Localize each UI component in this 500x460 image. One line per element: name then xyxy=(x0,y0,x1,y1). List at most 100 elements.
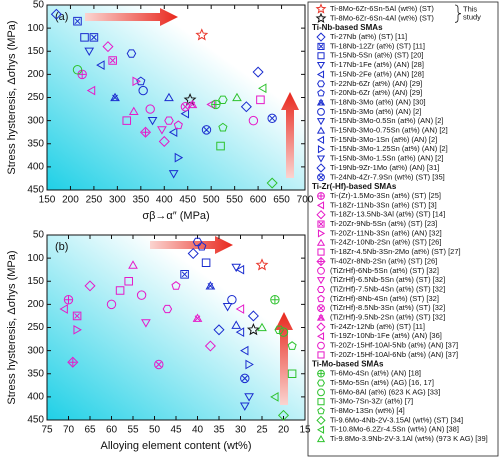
legend-marker xyxy=(316,155,326,163)
legend-label: Ti-15Nb-3Mo (at%) (AN) [2] xyxy=(330,107,421,116)
data-point xyxy=(173,120,183,130)
legend-note: study xyxy=(463,13,481,22)
x-tick-label: 650 xyxy=(273,195,290,206)
data-point xyxy=(240,101,252,113)
data-point xyxy=(139,126,152,138)
data-point xyxy=(126,49,137,58)
x-tick-label: 55 xyxy=(127,425,139,436)
legend-label: Ti-8Mo-13Sn (wt%) [4] xyxy=(330,406,405,415)
legend-marker xyxy=(317,351,325,359)
legend-marker xyxy=(316,32,326,42)
legend-marker xyxy=(317,108,325,116)
legend-label: Ti-19Nb-9Zr-1Mo (at%) (AN) [31] xyxy=(330,163,439,172)
x-tick-label: 250 xyxy=(86,195,103,206)
x-tick-label: 400 xyxy=(156,195,173,206)
data-point xyxy=(132,76,141,87)
data-point xyxy=(240,373,250,384)
y-tick-label: 150 xyxy=(27,276,44,287)
data-point xyxy=(106,299,117,310)
x-tick-label: 700 xyxy=(297,195,314,206)
legend-marker xyxy=(316,118,326,126)
x-tick-label: 550 xyxy=(226,195,243,206)
data-point xyxy=(231,263,242,273)
legend-label: Ti-24Zr-12Nb (at%) (ST) [11] xyxy=(330,322,425,331)
legend-note: This xyxy=(463,5,477,14)
data-point xyxy=(205,281,216,290)
legend-marker xyxy=(315,3,327,14)
legend-label: (TiZrHf)-9.5Nb-2Sn (at%) (ST) [32] xyxy=(330,313,445,322)
legend-label: Ti-20Zr-15Hf-10Al-5Nb (at%) (AN) [37] xyxy=(330,341,458,350)
data-point xyxy=(86,85,96,96)
legend-marker xyxy=(316,238,326,246)
legend-label: Ti-18Nb-12Zr (at%) (ST) [11] xyxy=(330,41,425,50)
data-point xyxy=(73,16,82,26)
legend-marker xyxy=(316,62,326,70)
data-point xyxy=(235,327,245,337)
y-tick-label: 250 xyxy=(27,322,44,333)
legend-marker xyxy=(317,294,325,303)
legend-marker xyxy=(316,322,326,332)
legend-label: Ti-9.8Mo-3.9Nb-2V-3.1Al (wt%) (973 K AG)… xyxy=(330,434,488,443)
x-tick-label: 40 xyxy=(192,425,204,436)
data-point xyxy=(231,320,242,329)
data-point xyxy=(246,323,260,336)
legend-label: Ti-15Nb-2Fe (at%) (AN) [28] xyxy=(330,69,424,78)
data-point xyxy=(154,359,164,370)
data-point xyxy=(122,116,132,125)
legend-label: (TiZrHf)-7.5Nb-4Sn (at%) (ST) [32] xyxy=(330,284,445,293)
legend-marker xyxy=(317,388,325,397)
legend-marker xyxy=(316,435,326,443)
legend-marker xyxy=(317,89,325,97)
plot-background xyxy=(47,5,305,190)
x-axis-label: Alloying element content (wt%) xyxy=(100,440,251,452)
legend-marker xyxy=(316,425,325,434)
legend-group-title: Ti-Zr(-Hf)-based SMAs xyxy=(312,182,397,191)
legend-label: Ti-15Nb-5Sn (at%) (ST) [20] xyxy=(330,51,424,60)
data-point xyxy=(201,125,212,135)
legend-label: (TiZrHf)-8Nb-4Sn (at%) (ST) [32] xyxy=(330,294,439,303)
data-point xyxy=(266,177,278,189)
legend-label: Ti-10.8Mo-6.2Zr-4.5Sn (wt%) (AN) [38] xyxy=(330,425,459,434)
data-point xyxy=(270,295,280,305)
trend-arrow xyxy=(85,8,178,26)
data-point xyxy=(240,345,249,356)
data-point xyxy=(239,402,250,411)
legend-label: (TiZrHf)-8.5Nb-3Sn (at%) (ST) [32] xyxy=(330,303,445,312)
data-point xyxy=(256,95,265,105)
data-point xyxy=(128,260,138,269)
data-point xyxy=(257,83,267,94)
data-point xyxy=(270,392,279,402)
legend-label: Ti-15Nb-3Mo-0.75Sn (at%) (AN) [2] xyxy=(330,126,448,135)
plot-frame xyxy=(46,234,306,421)
data-point xyxy=(213,324,225,336)
x-tick-label: 25 xyxy=(256,425,268,436)
legend-marker xyxy=(317,266,325,275)
data-point xyxy=(218,95,228,104)
legend-marker xyxy=(317,52,325,60)
x-tick-label: 300 xyxy=(109,195,126,206)
legend-marker xyxy=(316,256,326,267)
x-tick-label: 450 xyxy=(179,195,196,206)
legend-label: Ti-24Nb-4Zr-7.9Sn (wt%) (ST) [35] xyxy=(330,172,445,181)
x-tick-label: 65 xyxy=(84,425,96,436)
data-point xyxy=(211,99,221,110)
y-tick-label: 450 xyxy=(27,185,44,196)
y-tick-label: 50 xyxy=(33,0,45,11)
x-tick-label: 35 xyxy=(213,425,225,436)
legend-marker xyxy=(317,369,325,378)
x-tick-label: 45 xyxy=(170,425,182,436)
legend-marker xyxy=(317,407,325,415)
data-point xyxy=(164,92,174,102)
y-tick-label: 300 xyxy=(27,345,44,356)
data-point xyxy=(84,47,95,57)
legend-marker xyxy=(316,277,326,285)
legend-marker xyxy=(316,126,326,134)
data-point xyxy=(216,141,225,151)
data-point xyxy=(187,247,199,260)
legend-label: Ti-15Nb-3Mo-1Sn (at%) (AN) [2] xyxy=(330,135,437,144)
legend-label: Ti-15Nb-3Mo-1.25Sn (at%) (AN) [2] xyxy=(330,144,448,153)
x-axis-label: σβ→α″ (MPa) xyxy=(142,210,209,222)
data-point xyxy=(274,325,284,334)
x-tick-label: 60 xyxy=(106,425,118,436)
